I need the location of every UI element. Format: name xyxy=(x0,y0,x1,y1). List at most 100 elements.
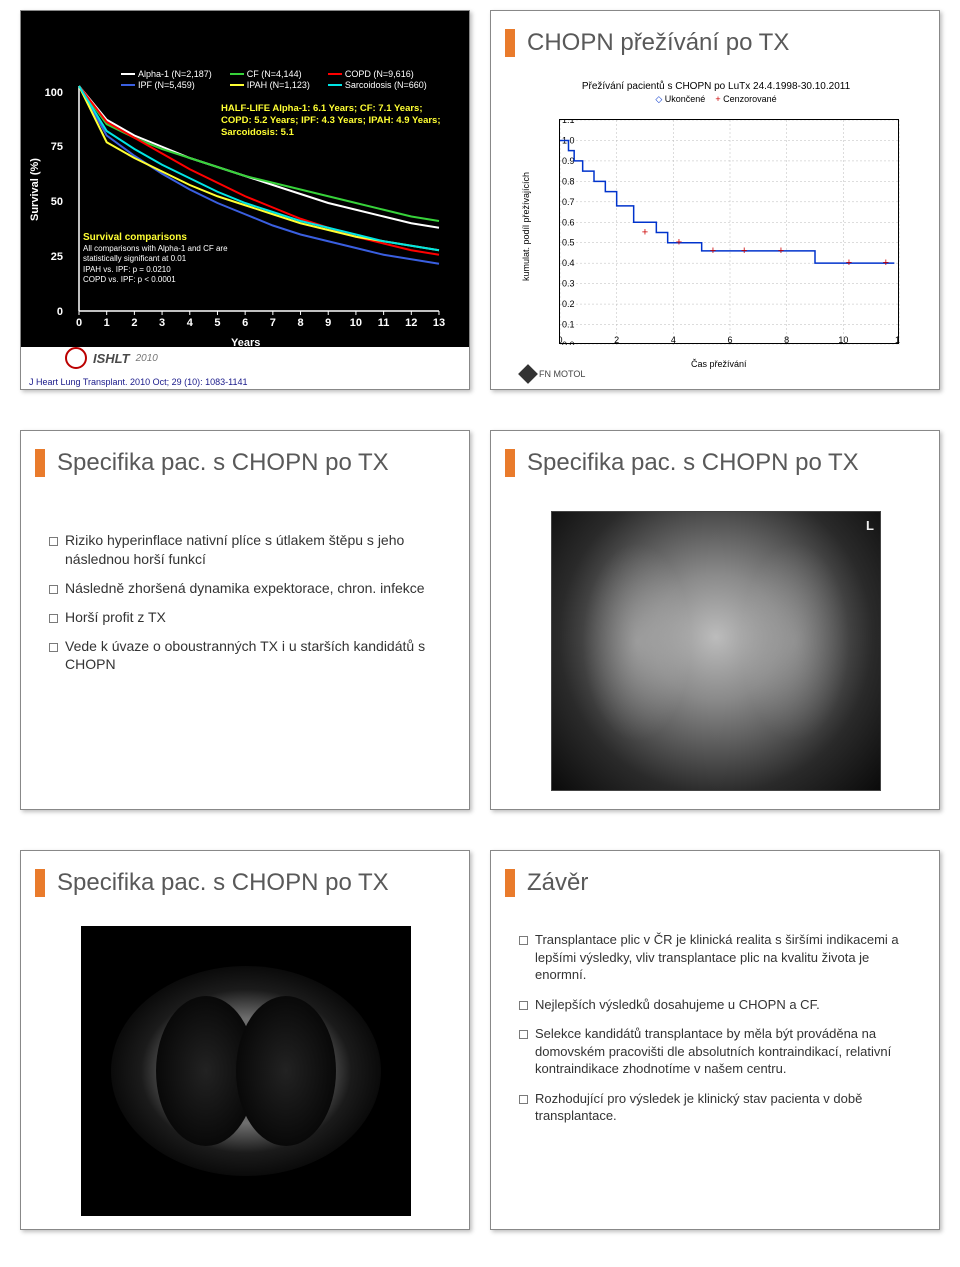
white-bottom-bar: ISHLT 2010 J Heart Lung Transplant. 2010… xyxy=(21,347,469,389)
svg-text:0.4: 0.4 xyxy=(562,258,575,268)
ytick: 0 xyxy=(33,306,63,318)
xtick: 8 xyxy=(293,317,309,329)
ytick: 100 xyxy=(33,87,63,99)
xtick: 5 xyxy=(209,317,225,329)
svg-text:+: + xyxy=(846,257,852,269)
xtick: 2 xyxy=(126,317,142,329)
legend-cens: Cenzorované xyxy=(723,94,777,104)
legend-label: Alpha-1 (N=2,187) xyxy=(138,69,212,79)
slide4-head: Specifika pac. s CHOPN po TX xyxy=(491,431,939,485)
legend-item: IPF (N=5,459) xyxy=(121,80,212,90)
xtick: 10 xyxy=(348,317,364,329)
legend-item: CF (N=4,144) xyxy=(230,69,310,79)
slide-specifika-xray: Specifika pac. s CHOPN po TX L xyxy=(490,430,940,810)
bullet-item: Vede k úvaze o oboustranných TX i u star… xyxy=(49,637,441,675)
ytick: 75 xyxy=(33,141,63,153)
legend-cens-marker-icon: + xyxy=(715,94,720,104)
legend-done: Ukončené xyxy=(665,94,706,104)
slide3-head: Specifika pac. s CHOPN po TX xyxy=(21,431,469,485)
xtick: 3 xyxy=(154,317,170,329)
ct-scan-image xyxy=(81,926,411,1216)
svg-text:0.6: 0.6 xyxy=(562,217,575,227)
svg-text:+: + xyxy=(676,237,682,249)
xtick: 7 xyxy=(265,317,281,329)
slide-zaver: Závěr Transplantace plic v ČR je klinick… xyxy=(490,850,940,1230)
bullet-item: Rozhodující pro výsledek je klinický sta… xyxy=(519,1090,911,1125)
svg-text:2: 2 xyxy=(614,335,619,345)
svg-text:+: + xyxy=(710,245,716,257)
slide5-heading: Specifika pac. s CHOPN po TX xyxy=(57,869,389,897)
svg-text:10: 10 xyxy=(838,335,848,345)
svg-text:0.0: 0.0 xyxy=(562,340,575,345)
svg-text:0.7: 0.7 xyxy=(562,197,575,207)
slide6-heading: Závěr xyxy=(527,869,588,897)
svg-text:6: 6 xyxy=(727,335,732,345)
xtick: 12 xyxy=(403,317,419,329)
compare-line: COPD vs. IPF: p < 0.0001 xyxy=(83,275,228,285)
xtick: 11 xyxy=(376,317,392,329)
bullet-item: Následně zhoršená dynamika expektorace, … xyxy=(49,579,441,598)
svg-text:+: + xyxy=(883,257,889,269)
xray-side-marker: L xyxy=(866,518,874,533)
ct-right-lung xyxy=(236,996,336,1146)
legend-swatch-icon xyxy=(328,84,342,86)
svg-text:0.1: 0.1 xyxy=(562,320,575,330)
km-chart-panel: Přežívání pacientů s CHOPN po LuTx 24.4.… xyxy=(521,81,911,371)
ishlt-mark: ISHLT 2010 xyxy=(65,347,158,369)
svg-text:12: 12 xyxy=(895,335,900,345)
xtick: 6 xyxy=(237,317,253,329)
km-plot-area: 0.00.10.20.30.40.50.60.70.80.91.01.10246… xyxy=(559,119,899,344)
km-ylabel: kumulat. podíl přežívajících xyxy=(521,172,531,281)
svg-text:0.2: 0.2 xyxy=(562,299,575,309)
legend-item: COPD (N=9,616) xyxy=(328,69,427,79)
slide1-ylabel: Survival (%) xyxy=(29,158,41,221)
km-xlabel: Čas přežívání xyxy=(691,359,747,369)
km-svg: 0.00.10.20.30.40.50.60.70.80.91.01.10246… xyxy=(560,120,900,345)
legend-swatch-icon xyxy=(121,73,135,75)
km-title: Přežívání pacientů s CHOPN po LuTx 24.4.… xyxy=(521,81,911,92)
slide-specifika-ct: Specifika pac. s CHOPN po TX xyxy=(20,850,470,1230)
svg-text:0.3: 0.3 xyxy=(562,279,575,289)
svg-text:0.9: 0.9 xyxy=(562,156,575,166)
legend-done-marker-icon: ◇ xyxy=(655,94,662,104)
slide-specifika-bullets: Specifika pac. s CHOPN po TX Riziko hype… xyxy=(20,430,470,810)
svg-text:8: 8 xyxy=(784,335,789,345)
accent-bar xyxy=(505,29,515,57)
legend-swatch-icon xyxy=(328,73,342,75)
ytick: 50 xyxy=(33,196,63,208)
xtick: 4 xyxy=(182,317,198,329)
slide3-heading: Specifika pac. s CHOPN po TX xyxy=(57,449,389,477)
bullet-item: Horší profit z TX xyxy=(49,608,441,627)
svg-text:0: 0 xyxy=(560,335,563,345)
motol-diamond-icon xyxy=(518,364,538,384)
bullet-item: Transplantace plic v ČR je klinická real… xyxy=(519,931,911,984)
slide4-heading: Specifika pac. s CHOPN po TX xyxy=(527,449,859,477)
legend-item: IPAH (N=1,123) xyxy=(230,80,310,90)
ishlt-text: ISHLT xyxy=(93,351,130,366)
slide6-bullets: Transplantace plic v ČR je klinická real… xyxy=(519,931,911,1137)
accent-bar xyxy=(505,869,515,897)
svg-text:1.1: 1.1 xyxy=(562,120,575,125)
legend-label: IPAH (N=1,123) xyxy=(247,80,310,90)
slide3-bullets: Riziko hyperinflace nativní plíce s útla… xyxy=(49,531,441,684)
citation: J Heart Lung Transplant. 2010 Oct; 29 (1… xyxy=(29,377,247,387)
svg-text:+: + xyxy=(642,227,648,239)
chest-xray-image: L xyxy=(551,511,881,791)
svg-text:+: + xyxy=(778,245,784,257)
slide-ishlt-survival: ADULT LUNG TRANSPLANTATION Kaplan-Meier … xyxy=(20,10,470,390)
ytick: 25 xyxy=(33,251,63,263)
legend-label: CF (N=4,144) xyxy=(247,69,302,79)
slide5-head: Specifika pac. s CHOPN po TX xyxy=(21,851,469,905)
ishlt-year: 2010 xyxy=(136,353,158,364)
legend-label: COPD (N=9,616) xyxy=(345,69,414,79)
legend-swatch-icon xyxy=(121,84,135,86)
survival-comparisons: Survival comparisons All comparisons wit… xyxy=(83,231,228,286)
xtick: 1 xyxy=(99,317,115,329)
svg-text:4: 4 xyxy=(671,335,676,345)
ishlt-badge-icon xyxy=(65,347,87,369)
xtick: 0 xyxy=(71,317,87,329)
fn-motol-logo: FN MOTOL xyxy=(521,367,585,381)
svg-text:+: + xyxy=(741,245,747,257)
slide2-head: CHOPN přežívání po TX xyxy=(491,11,939,65)
legend-swatch-icon xyxy=(230,84,244,86)
